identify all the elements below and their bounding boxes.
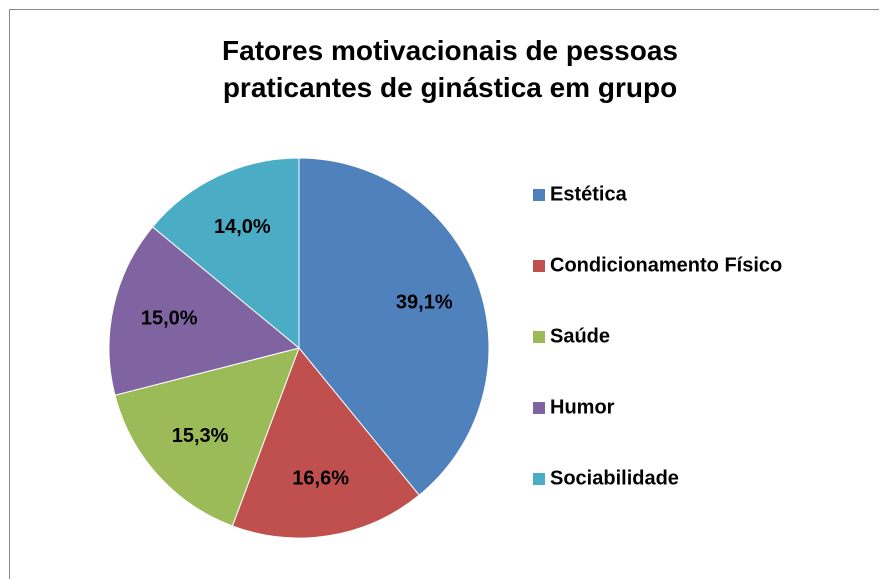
data-label: 15,0% [141, 307, 198, 329]
legend-swatch [533, 260, 545, 272]
chart-title: Fatores motivacionais de pessoas pratica… [222, 35, 678, 103]
legend-label: Estética [550, 183, 628, 205]
legend-label: Condicionamento Físico [550, 254, 782, 276]
legend-label: Saúde [550, 325, 610, 347]
legend-label: Sociabilidade [550, 467, 679, 489]
legend-label: Humor [550, 396, 615, 418]
legend-swatch [533, 189, 545, 201]
data-label: 16,6% [292, 468, 349, 490]
data-label: 39,1% [396, 292, 453, 314]
data-label: 14,0% [214, 216, 271, 238]
chart-frame [9, 9, 879, 579]
data-label: 15,3% [172, 425, 229, 447]
legend-swatch [533, 473, 545, 485]
pie-slice [114, 347, 300, 527]
pie-slice [298, 157, 490, 496]
pie-slice [108, 226, 301, 396]
pie-slice [151, 157, 300, 350]
pie-slice [231, 347, 420, 539]
legend-swatch [533, 331, 545, 343]
legend-swatch [533, 402, 545, 414]
